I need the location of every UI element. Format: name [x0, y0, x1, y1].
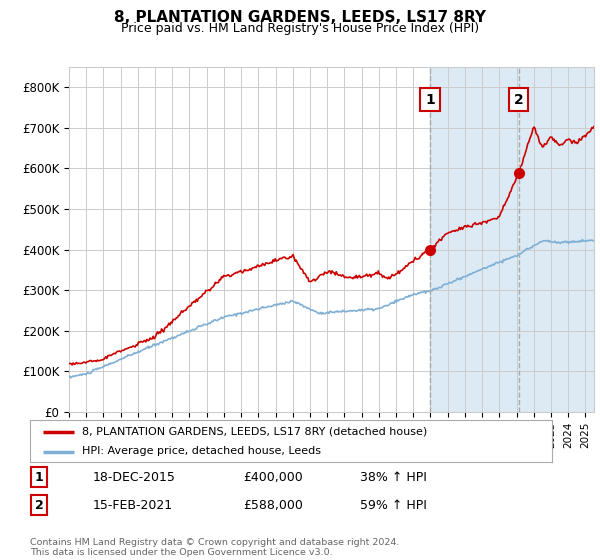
Text: £400,000: £400,000 [243, 470, 303, 484]
Text: 2: 2 [35, 498, 43, 512]
Text: 2: 2 [514, 92, 523, 106]
Text: 1: 1 [425, 92, 435, 106]
Bar [430, 67, 600, 412]
Text: 8, PLANTATION GARDENS, LEEDS, LS17 8RY: 8, PLANTATION GARDENS, LEEDS, LS17 8RY [114, 10, 486, 25]
Text: 38% ↑ HPI: 38% ↑ HPI [360, 470, 427, 484]
Text: 15-FEB-2021: 15-FEB-2021 [93, 498, 173, 512]
Text: 59% ↑ HPI: 59% ↑ HPI [360, 498, 427, 512]
Text: 1: 1 [35, 470, 43, 484]
Text: HPI: Average price, detached house, Leeds: HPI: Average price, detached house, Leed… [82, 446, 321, 456]
Text: Price paid vs. HM Land Registry's House Price Index (HPI): Price paid vs. HM Land Registry's House … [121, 22, 479, 35]
Text: Contains HM Land Registry data © Crown copyright and database right 2024.
This d: Contains HM Land Registry data © Crown c… [30, 538, 400, 557]
Text: 18-DEC-2015: 18-DEC-2015 [93, 470, 176, 484]
Text: £588,000: £588,000 [243, 498, 303, 512]
Text: 8, PLANTATION GARDENS, LEEDS, LS17 8RY (detached house): 8, PLANTATION GARDENS, LEEDS, LS17 8RY (… [82, 427, 427, 437]
